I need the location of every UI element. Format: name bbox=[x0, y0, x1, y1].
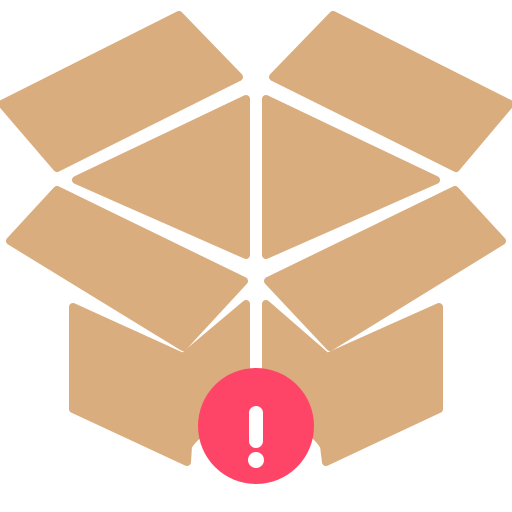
box-lower-left-flap bbox=[6, 186, 248, 351]
box-top-left-flap bbox=[0, 11, 243, 172]
box-lower-right-flap bbox=[264, 186, 506, 351]
box-inner-right-panel bbox=[262, 95, 440, 259]
exclamation-mark-dot bbox=[248, 452, 264, 468]
box-top-right-flap bbox=[269, 11, 512, 172]
exclamation-mark-bar bbox=[249, 406, 263, 448]
box-inner-left-panel bbox=[72, 95, 250, 259]
